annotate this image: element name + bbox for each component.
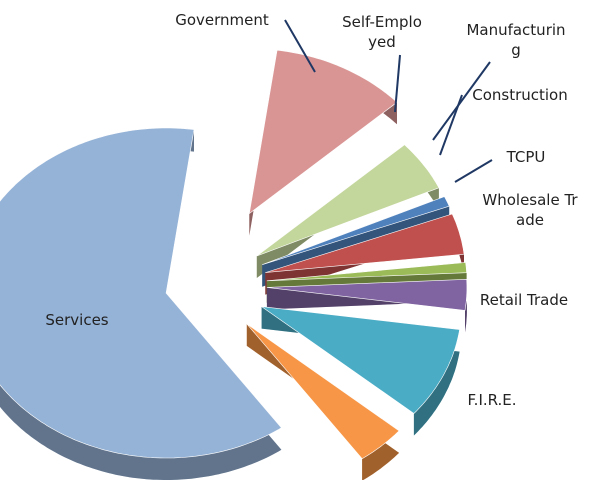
leader-line — [439, 94, 463, 156]
slice-label: Construction — [472, 86, 568, 104]
slice — [266, 278, 468, 311]
slice-label: F.I.R.E. — [467, 391, 517, 409]
slice — [262, 196, 450, 265]
slice-label: TCPU — [506, 148, 546, 166]
slice-shade — [0, 128, 282, 480]
slice — [261, 306, 460, 414]
slice-label: Retail Trade — [479, 291, 569, 309]
leader-line — [284, 19, 316, 73]
leader-line — [432, 61, 491, 141]
slice-label: Manufacturing — [466, 21, 566, 59]
slice-label: Self-Employed — [342, 13, 422, 51]
slice-label: Government — [175, 11, 269, 29]
slice — [246, 323, 400, 460]
slice-label: Wholesale Trade — [482, 191, 578, 229]
slice-label: Services — [45, 311, 109, 329]
slice — [265, 213, 465, 273]
slice — [0, 127, 282, 459]
slice — [248, 49, 398, 215]
leader-line — [394, 54, 401, 113]
slice-side — [0, 128, 282, 480]
leader-line — [454, 159, 493, 183]
slice — [266, 262, 467, 282]
slice — [256, 144, 440, 257]
